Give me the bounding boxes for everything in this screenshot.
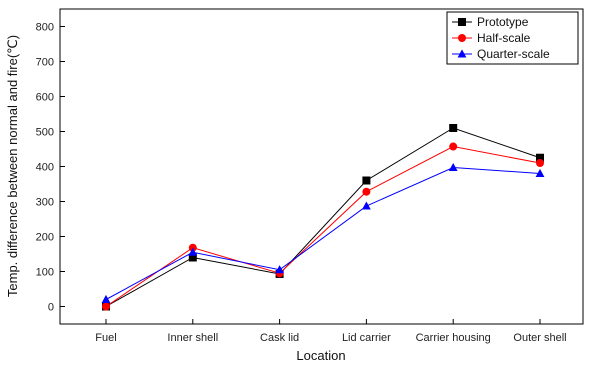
x-tick-label: Inner shell bbox=[167, 332, 218, 344]
x-tick-label: Fuel bbox=[95, 332, 116, 344]
series-quarter-scale bbox=[101, 162, 545, 303]
legend-item: Half-scale bbox=[452, 31, 531, 45]
data-point bbox=[275, 265, 284, 274]
y-tick-label: 200 bbox=[36, 232, 54, 244]
data-point bbox=[101, 294, 111, 303]
y-tick-label: 300 bbox=[36, 197, 54, 209]
x-axis: Fuel Inner shell Cask lid Lid carrier Carrie… bbox=[95, 319, 567, 344]
data-point bbox=[362, 187, 371, 196]
series-prototype bbox=[102, 124, 544, 311]
y-tick-label: 400 bbox=[36, 162, 54, 174]
data-point bbox=[449, 124, 458, 132]
data-point bbox=[188, 247, 198, 256]
x-tick-label: Carrier housing bbox=[416, 332, 491, 344]
data-point bbox=[535, 168, 545, 177]
data-point bbox=[457, 49, 467, 58]
x-tick-label: Outer shell bbox=[513, 332, 566, 344]
data-point bbox=[536, 159, 544, 167]
x-tick-label: Cask lid bbox=[260, 332, 299, 344]
y-tick-label: 700 bbox=[36, 57, 54, 69]
data-point bbox=[362, 201, 371, 210]
legend: Prototype Half-scale Quarter-scale bbox=[446, 11, 579, 65]
series-layer bbox=[101, 124, 545, 311]
data-point bbox=[362, 176, 371, 185]
x-tick-label: Lid carrier bbox=[342, 332, 391, 344]
legend-label: Half-scale bbox=[477, 31, 531, 45]
y-tick-label: 600 bbox=[36, 92, 54, 104]
series-line bbox=[105, 146, 541, 307]
legend-label: Quarter-scale bbox=[477, 47, 550, 61]
series-line bbox=[105, 127, 541, 307]
data-point bbox=[458, 34, 466, 42]
x-axis-title: Location bbox=[296, 348, 345, 363]
data-point bbox=[536, 153, 544, 162]
legend-item: Quarter-scale bbox=[452, 47, 550, 61]
y-axis-title: Temp. difference between normal and fire… bbox=[5, 35, 20, 297]
y-tick-label: 0 bbox=[48, 302, 54, 314]
legend-item: Prototype bbox=[452, 15, 529, 29]
y-tick-label: 800 bbox=[36, 22, 54, 34]
y-axis: 0 100 200 300 400 500 600 700 800 bbox=[36, 22, 65, 314]
data-point bbox=[458, 18, 466, 26]
legend-label: Prototype bbox=[477, 15, 529, 29]
data-point bbox=[448, 162, 458, 171]
data-point bbox=[188, 253, 197, 262]
series-line bbox=[105, 167, 541, 300]
y-tick-label: 100 bbox=[36, 267, 54, 279]
y-tick-label: 500 bbox=[36, 127, 54, 139]
data-point bbox=[102, 302, 110, 311]
data-point bbox=[449, 142, 458, 151]
